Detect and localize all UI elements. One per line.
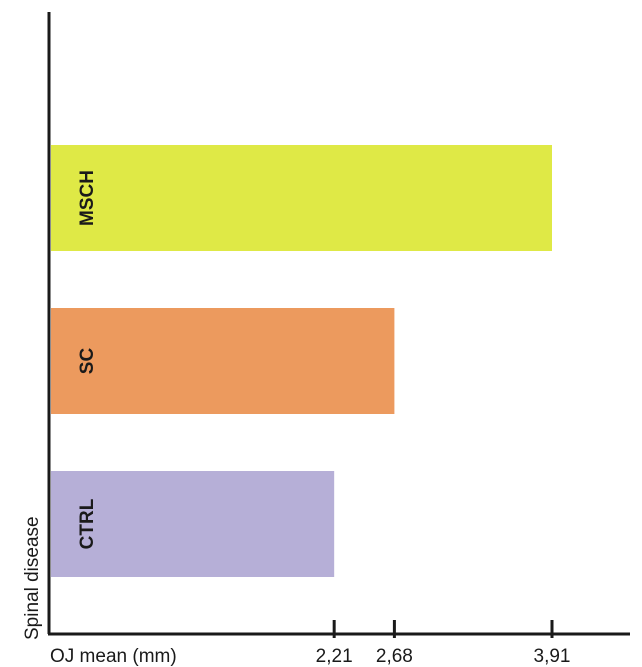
bars-group: MSCH SC CTRL [51, 145, 552, 577]
bar-sc [51, 308, 395, 414]
category-label-sc: SC [77, 348, 98, 375]
bar-msch [51, 145, 552, 251]
ticks-group: 3,91 2,68 2,21 [316, 620, 571, 667]
x-tick-label-sc: 2,68 [376, 646, 413, 667]
category-label-msch: MSCH [77, 170, 98, 226]
y-axis-title: Spinal disease [22, 516, 43, 640]
x-tick-label-msch: 3,91 [534, 646, 571, 667]
bar-ctrl [51, 471, 335, 577]
x-axis-title: OJ mean (mm) [50, 646, 177, 667]
x-tick-label-ctrl: 2,21 [316, 646, 353, 667]
category-label-ctrl: CTRL [77, 498, 98, 549]
